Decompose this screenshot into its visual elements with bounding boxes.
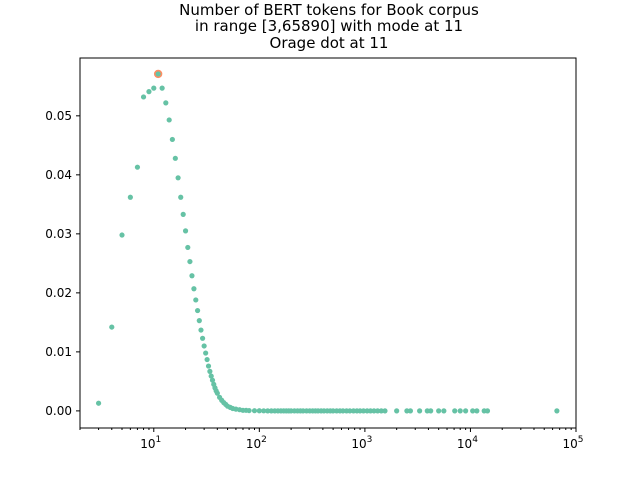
data-point [436, 408, 442, 414]
data-point [189, 273, 195, 279]
data-point [172, 155, 178, 161]
chart-title-line-3: Orage dot at 11 [270, 34, 389, 52]
data-point [180, 211, 186, 217]
data-point [209, 377, 216, 383]
data-point [554, 408, 560, 414]
data-point [175, 175, 181, 181]
data-point [178, 194, 184, 200]
data-point [196, 318, 202, 324]
data-point [246, 407, 252, 414]
x-tick-label: 104 [457, 435, 478, 451]
data-point [457, 408, 463, 414]
x-tick-label-exponent: 2 [261, 435, 267, 445]
x-tick-label-exponent: 5 [578, 435, 584, 445]
data-point [119, 232, 125, 238]
x-tick-label: 105 [562, 435, 583, 451]
data-point [109, 324, 115, 330]
data-point [251, 408, 258, 414]
data-point [394, 408, 400, 414]
mode-point-core [155, 71, 161, 77]
data-point [187, 258, 193, 265]
data-point [441, 408, 447, 414]
x-tick-label-base: 10 [351, 437, 366, 451]
data-point [204, 356, 210, 363]
x-tick-label-exponent: 4 [472, 435, 478, 445]
data-point [159, 85, 165, 91]
data-point [185, 244, 191, 251]
data-point [382, 408, 388, 414]
y-tick-label: 0.00 [45, 404, 72, 418]
data-points [95, 71, 560, 414]
chart-title-line-1: Number of BERT tokens for Book corpus [179, 1, 479, 19]
data-point [256, 408, 262, 414]
chart-title: Number of BERT tokens for Book corpus in… [179, 1, 479, 52]
data-point [127, 194, 133, 200]
data-point [182, 228, 189, 234]
data-point [407, 408, 414, 414]
data-point [151, 85, 157, 91]
x-tick-label: 103 [351, 435, 372, 451]
data-point [198, 327, 204, 333]
data-point [378, 408, 384, 414]
data-point [474, 408, 480, 414]
data-point [452, 408, 458, 414]
data-point [428, 408, 434, 414]
data-point [417, 408, 423, 414]
data-point [169, 136, 175, 143]
data-point [371, 408, 377, 414]
data-point [199, 335, 206, 341]
x-tick-label: 101 [140, 435, 161, 451]
x-axis: 101 102 103 104 105 [79, 428, 584, 451]
chart-title-line-2: in range [3,65890] with mode at 11 [195, 17, 463, 35]
data-point [163, 100, 169, 106]
x-tick-label-exponent: 3 [367, 435, 373, 445]
y-tick-label: 0.02 [45, 286, 72, 300]
data-point [207, 368, 213, 374]
data-point [194, 307, 201, 314]
x-tick-label-base: 10 [457, 437, 472, 451]
data-point [214, 390, 220, 396]
data-point [140, 94, 147, 100]
x-tick-label: 102 [246, 435, 267, 451]
data-point [463, 408, 469, 414]
data-point [208, 373, 214, 379]
data-point [261, 408, 267, 414]
mode-highlight [153, 69, 163, 79]
data-point [265, 408, 271, 414]
x-tick-label-base: 10 [562, 437, 577, 451]
data-point [470, 408, 476, 414]
data-point [193, 297, 199, 303]
y-tick-label: 0.01 [45, 345, 72, 359]
data-point [134, 164, 141, 170]
y-tick-label: 0.04 [45, 168, 72, 182]
data-point [375, 408, 381, 414]
data-point [205, 363, 212, 369]
data-point [95, 400, 102, 406]
x-tick-label-base: 10 [246, 437, 261, 451]
y-axis: 0.00 0.01 0.02 0.03 0.04 0.05 [45, 109, 80, 418]
y-tick-label: 0.05 [45, 109, 72, 123]
data-point [360, 408, 367, 414]
y-tick-label: 0.03 [45, 227, 72, 241]
data-point [166, 117, 172, 123]
data-point [203, 350, 209, 356]
data-point [484, 408, 491, 414]
data-point [347, 408, 353, 414]
x-tick-label-base: 10 [140, 437, 155, 451]
x-tick-label-exponent: 1 [156, 435, 162, 445]
data-point [191, 286, 197, 292]
plot-frame [79, 57, 577, 429]
data-point [201, 343, 207, 349]
data-point [146, 89, 152, 95]
